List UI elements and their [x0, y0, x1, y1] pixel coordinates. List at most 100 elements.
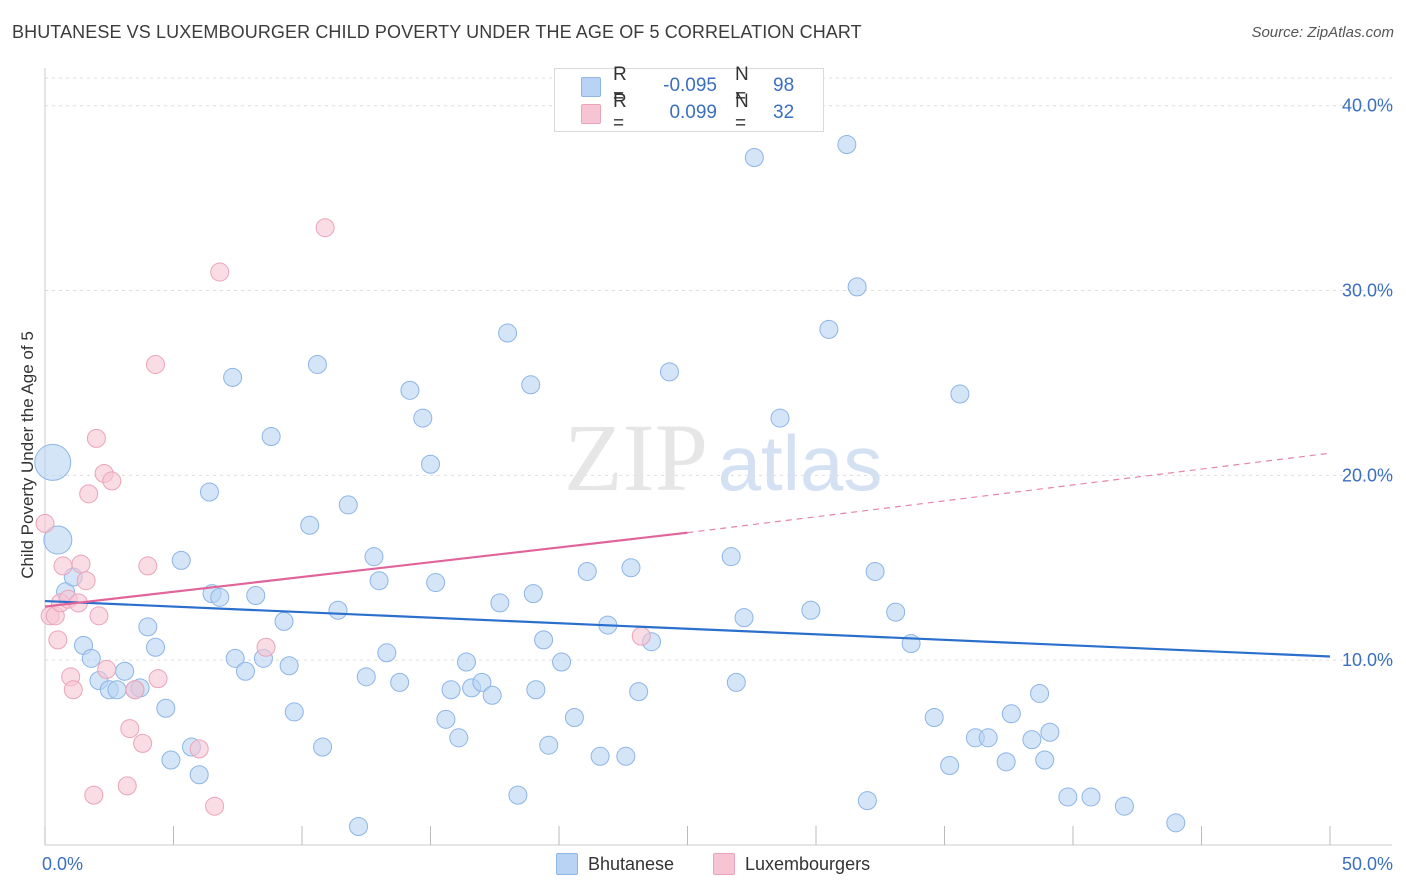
x-tick-label-start: 0.0%: [42, 854, 83, 874]
luxembourger-trend-line: [44, 531, 688, 608]
watermark: ZIP atlas: [564, 404, 882, 511]
bhutanese-point: [300, 515, 320, 535]
bhutanese-point: [328, 600, 348, 620]
chart-title: BHUTANESE VS LUXEMBOURGER CHILD POVERTY …: [12, 22, 862, 42]
bhutanese-point: [1081, 787, 1101, 807]
bhutanese-point: [523, 584, 543, 604]
bhutanese-point: [146, 637, 166, 657]
bhutanese-point: [456, 652, 476, 672]
luxembourger-point: [315, 218, 335, 238]
bhutanese-point: [235, 661, 255, 681]
luxembourger-point: [84, 785, 104, 805]
bhutanese-point: [313, 737, 333, 757]
bhutanese-point: [223, 367, 243, 387]
bhutanese-point: [338, 495, 358, 515]
bhutanese-point: [413, 408, 433, 428]
bhutanese-point: [552, 652, 572, 672]
luxembourger-point: [71, 554, 91, 574]
luxembourger-point: [631, 626, 651, 646]
bhutanese-point: [261, 427, 281, 447]
legend-r-label: R =: [613, 64, 627, 107]
bhutanese-point: [621, 558, 641, 578]
bhutanese-point: [1030, 683, 1050, 703]
luxembourger-point: [125, 680, 145, 700]
bhutanese-point: [865, 561, 885, 581]
grid-lines: [45, 77, 1392, 661]
bhutanese-point: [390, 672, 410, 692]
bhutanese-point: [726, 672, 746, 692]
bhutanese-point: [837, 135, 857, 155]
bhutanese-point: [171, 550, 191, 570]
bhutanese-point: [307, 354, 327, 374]
bhutanese-point: [819, 319, 839, 339]
bhutanese-point: [107, 680, 127, 700]
bhutanese-point: [996, 752, 1016, 772]
y-tick-label: 30.0%: [1342, 281, 1393, 301]
luxembourger-trend-line: [687, 452, 1331, 534]
y-axis-label: Child Poverty Under the Age of 5: [18, 331, 37, 579]
watermark-atlas: atlas: [718, 419, 883, 507]
bhutanese-point: [521, 375, 541, 395]
luxembourger-point: [79, 484, 99, 504]
bhutanese-point: [734, 608, 754, 628]
tick-labels: 10.0% 20.0% 30.0% 40.0% 0.0% 50.0%: [42, 96, 1393, 874]
legend-n-label: N =: [735, 64, 749, 107]
bhutanese-point: [156, 698, 176, 718]
bhutanese-point: [801, 600, 821, 620]
bhutanese-point: [369, 571, 389, 591]
bhutanese-point: [421, 454, 440, 474]
legend-r-label: R =: [613, 91, 627, 134]
y-tick-label: 10.0%: [1342, 650, 1393, 670]
luxembourger-point: [189, 739, 209, 759]
luxembourger-point: [133, 733, 153, 753]
bhutanese-point: [274, 611, 294, 631]
bhutanese-point: [590, 746, 610, 766]
bhutanese-point: [441, 680, 461, 700]
bhutanese-point: [978, 728, 998, 748]
bhutanese-point: [534, 630, 554, 650]
bhutanese-point: [400, 380, 420, 400]
bhutanese-point: [1022, 730, 1042, 750]
y-tick-label: 40.0%: [1342, 96, 1393, 116]
luxembourger-point: [120, 719, 140, 739]
bhutanese-point: [616, 746, 636, 766]
bhutanese-point: [1114, 796, 1134, 816]
bhutanese-point: [356, 667, 376, 687]
bhutanese-point: [744, 147, 764, 167]
bhutanese-point: [81, 648, 101, 668]
bottom-legend-bhutanese: Bhutanese: [556, 852, 674, 876]
trend-lines: [44, 452, 1331, 658]
luxembourger-point: [97, 659, 117, 679]
bottom-legend-label: Bhutanese: [588, 853, 675, 874]
bhutanese-point: [940, 756, 960, 776]
bhutanese-point: [847, 277, 867, 297]
bhutanese-point: [508, 785, 528, 805]
bhutanese-point: [539, 735, 559, 755]
legend-n-value: 98: [773, 75, 795, 96]
bhutanese-point: [472, 672, 492, 692]
bhutanese-point: [436, 709, 456, 729]
bottom-legend-label: Luxembourgers: [745, 853, 871, 874]
luxembourger-point: [117, 776, 137, 796]
x-tick-label-end: 50.0%: [1342, 854, 1393, 874]
legend-n-label: N =: [735, 91, 749, 134]
bhutanese-point: [199, 482, 219, 502]
luxembourger-point: [102, 471, 122, 491]
luxembourger-point: [35, 513, 55, 533]
bhutanese-point: [349, 817, 369, 837]
legend: R = -0.095 N = 98 R = 0.099 N = 32: [554, 64, 824, 134]
bhutanese-point: [225, 648, 245, 668]
bhutanese-point: [1040, 722, 1060, 742]
luxembourger-point: [205, 796, 225, 816]
luxembourger-point: [48, 630, 68, 650]
bhutanese-point: [629, 682, 649, 702]
luxembourger-point: [63, 680, 83, 700]
legend-swatch-blue: [581, 77, 601, 97]
legend-r-value: 0.099: [669, 102, 717, 123]
bhutanese-point: [526, 680, 546, 700]
bhutanese-point: [564, 707, 584, 727]
bhutanese-point: [770, 408, 790, 428]
bhutanese-point: [377, 643, 397, 663]
bhutanese-point: [449, 728, 469, 748]
bhutanese-point: [34, 443, 72, 481]
